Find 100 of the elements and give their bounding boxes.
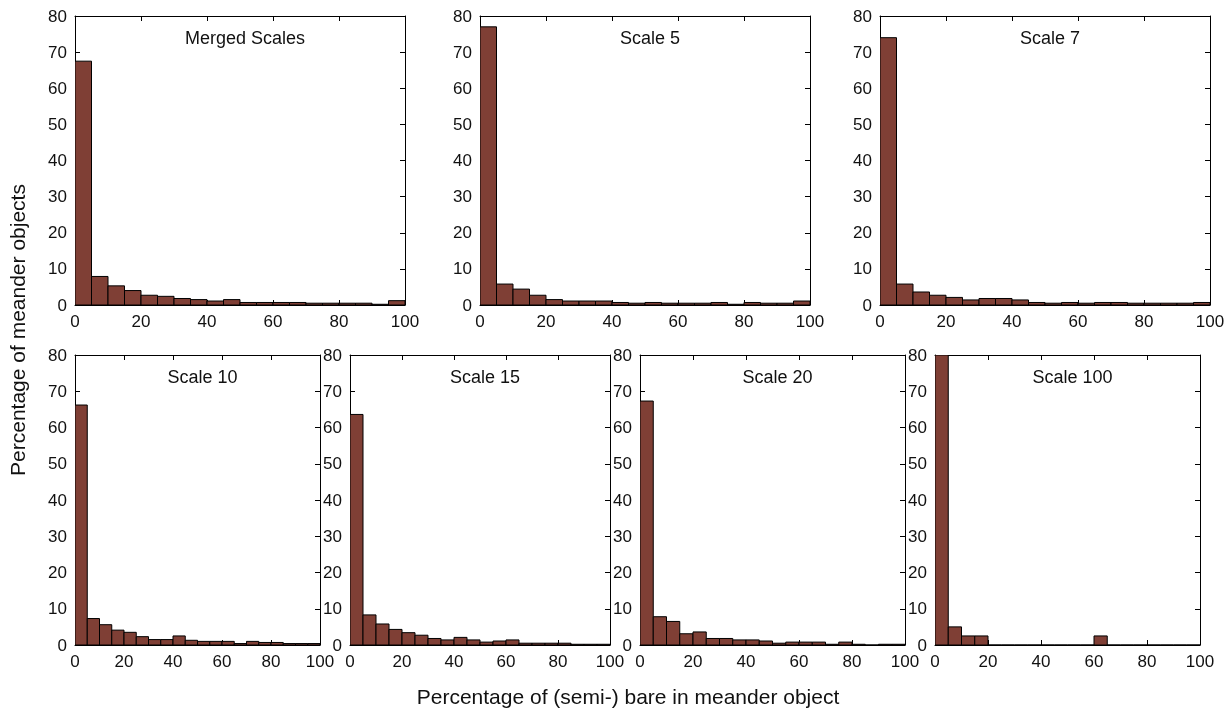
y-tick-label: 40 [908, 490, 927, 510]
x-tick-label: 40 [736, 652, 756, 671]
y-tick-label: 10 [853, 259, 872, 279]
x-tick-label: 20 [392, 652, 412, 671]
x-tick-label: 40 [1031, 652, 1051, 671]
y-tick-label: 70 [853, 42, 872, 62]
x-tick-label: 60 [789, 652, 809, 671]
y-tick-label: 0 [462, 295, 472, 315]
y-tick-label: 60 [908, 418, 927, 437]
y-tick-label: 20 [908, 563, 927, 582]
x-tick-label: 40 [163, 652, 183, 671]
x-tick-label: 80 [734, 312, 754, 331]
x-tick-label: 20 [114, 652, 134, 671]
y-tick-label: 20 [323, 563, 342, 582]
x-tick-label: 0 [70, 652, 80, 671]
x-tick-label: 20 [936, 312, 956, 331]
y-tick-label: 70 [613, 381, 632, 401]
x-tick-label: 100 [890, 652, 920, 671]
y-tick-label: 50 [48, 114, 67, 134]
x-tick-label: 100 [390, 312, 420, 331]
y-tick-label: 70 [323, 381, 342, 401]
x-tick-label: 60 [496, 652, 516, 671]
y-tick-label: 50 [908, 454, 927, 474]
y-tick-label: 40 [453, 151, 472, 170]
y-tick-label: 40 [48, 490, 67, 510]
y-tick-label: 10 [613, 599, 632, 619]
y-tick-label: 80 [853, 6, 872, 26]
y-axis-title: Percentage of meander objects [6, 184, 30, 476]
y-tick-label: 20 [853, 223, 872, 243]
x-tick-label: 60 [212, 652, 232, 671]
text: Scale 10 [167, 367, 238, 387]
y-tick-label: 30 [323, 526, 342, 546]
x-tick-label: 80 [548, 652, 568, 671]
x-tick-label: 100 [795, 312, 825, 331]
y-tick-label: 60 [323, 418, 342, 437]
x-tick-label: 0 [70, 312, 80, 331]
y-tick-label: 30 [48, 526, 67, 546]
y-tick-label: 80 [323, 345, 342, 365]
y-tick-label: 50 [323, 454, 342, 474]
y-tick-label: 30 [908, 526, 927, 546]
y-tick-label: 50 [453, 114, 472, 134]
y-tick-label: 70 [48, 42, 67, 62]
x-tick-label: 60 [1084, 652, 1104, 671]
y-tick-label: 10 [908, 599, 927, 619]
x-tick-label: 0 [930, 652, 940, 671]
y-tick-label: 40 [323, 490, 342, 510]
y-tick-label: 0 [862, 295, 872, 315]
y-tick-label: 20 [613, 563, 632, 582]
y-tick-label: 30 [48, 187, 67, 207]
y-tick-label: 20 [48, 223, 67, 243]
x-axis-title: Percentage of (semi-) bare in meander object [416, 685, 840, 709]
x-tick-label: 20 [536, 312, 556, 331]
text: Scale 20 [742, 367, 813, 387]
x-tick-label: 60 [1068, 312, 1088, 331]
x-tick-label: 80 [261, 652, 281, 671]
y-tick-label: 0 [332, 635, 342, 655]
x-tick-label: 40 [197, 312, 217, 331]
x-tick-label: 0 [475, 312, 485, 331]
x-tick-label: 100 [1195, 312, 1225, 331]
y-tick-label: 50 [853, 114, 872, 134]
text: Scale 5 [619, 28, 681, 48]
text: Merged Scales [184, 28, 306, 48]
y-tick-label: 70 [908, 381, 927, 401]
y-tick-label: 80 [908, 345, 927, 365]
y-tick-label: 30 [853, 187, 872, 207]
y-tick-label: 10 [48, 599, 67, 619]
y-tick-label: 80 [48, 345, 67, 365]
y-tick-label: 60 [48, 418, 67, 437]
y-tick-label: 50 [613, 454, 632, 474]
y-tick-label: 80 [48, 6, 67, 26]
y-tick-label: 40 [853, 151, 872, 170]
y-tick-label: 10 [323, 599, 342, 619]
y-tick-label: 60 [453, 78, 472, 98]
x-tick-label: 40 [1002, 312, 1022, 331]
x-tick-label: 20 [131, 312, 151, 331]
y-tick-label: 20 [453, 223, 472, 243]
y-tick-label: 40 [48, 151, 67, 170]
y-tick-label: 0 [917, 635, 927, 655]
y-tick-label: 70 [453, 42, 472, 62]
y-tick-label: 0 [57, 635, 67, 655]
y-tick-label: 10 [453, 259, 472, 279]
x-tick-label: 60 [263, 312, 283, 331]
x-tick-label: 80 [1134, 312, 1154, 331]
y-tick-label: 60 [853, 78, 872, 98]
y-tick-label: 50 [48, 454, 67, 474]
y-tick-label: 30 [453, 187, 472, 207]
y-tick-label: 60 [613, 418, 632, 437]
y-tick-label: 80 [613, 345, 632, 365]
text: Scale 7 [1019, 28, 1081, 48]
text: Scale 15 [449, 367, 521, 387]
x-tick-label: 0 [875, 312, 885, 331]
x-tick-label: 0 [635, 652, 645, 671]
y-tick-label: 0 [622, 635, 632, 655]
y-tick-label: 30 [613, 526, 632, 546]
y-tick-label: 60 [48, 78, 67, 98]
text: Scale 100 [1032, 367, 1113, 387]
x-tick-label: 20 [978, 652, 998, 671]
y-tick-label: 10 [48, 259, 67, 279]
y-tick-label: 40 [613, 490, 632, 510]
x-tick-label: 100 [595, 652, 625, 671]
